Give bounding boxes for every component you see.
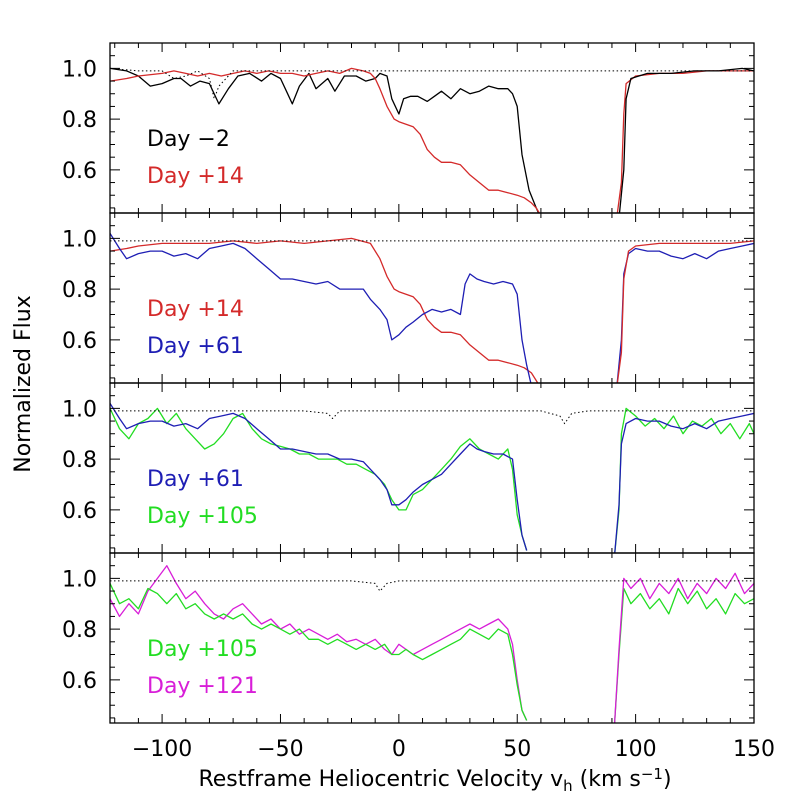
x-tick-label: 100 xyxy=(615,737,657,762)
x-tick-label: −100 xyxy=(132,737,192,762)
legend-entry: Day −2 xyxy=(147,127,230,152)
series-day-105-red-wing xyxy=(613,587,754,723)
legend-entry: Day +61 xyxy=(147,334,244,359)
series-day-105 xyxy=(110,407,528,551)
series-day-14-red-wing xyxy=(616,240,754,383)
series-day-61 xyxy=(110,402,528,551)
series-day-61-red-wing xyxy=(616,242,754,383)
series-day-2 xyxy=(110,67,540,213)
y-tick-label: 1.0 xyxy=(62,397,97,422)
y-tick-label: 0.8 xyxy=(62,448,97,473)
panel-1: 0.6 0.8 1.0 Day −2 Day +14 xyxy=(62,42,755,214)
panels-group: 0.6 0.8 1.0 Day −2 Day +14 0.6 0.8 1.0 Day +14 Da… xyxy=(62,42,775,762)
y-axis-label: Normalized Flux xyxy=(11,295,36,472)
legend-entry: Day +105 xyxy=(147,637,258,662)
series-day-14 xyxy=(110,67,541,213)
series-day-14 xyxy=(110,237,539,383)
x-tick-label: 0 xyxy=(392,737,406,762)
y-tick-label: 0.8 xyxy=(62,618,97,643)
legend-entry: Day +61 xyxy=(147,467,244,492)
series-day-14-red-wing xyxy=(616,70,754,213)
panel-series xyxy=(110,402,754,553)
legend-entry: Day +14 xyxy=(147,164,244,189)
panel-series xyxy=(110,232,754,383)
y-tick-label: 0.8 xyxy=(62,278,97,303)
legend-entry: Day +105 xyxy=(147,504,258,529)
series-day-105 xyxy=(110,583,528,721)
series-day-2-red-wing xyxy=(618,67,754,213)
series-day-61 xyxy=(110,232,532,383)
panel-4: 0.6 0.8 1.0 Day +105 Day +121 xyxy=(62,552,755,724)
series-day-121-red-wing xyxy=(613,572,754,723)
panel-2: 0.6 0.8 1.0 Day +14 Day +61 xyxy=(62,212,755,384)
x-axis-label-unit-sup: −1 xyxy=(641,765,663,783)
series-telluric xyxy=(110,580,754,592)
y-tick-label: 0.6 xyxy=(62,159,97,184)
series-telluric xyxy=(110,410,754,425)
x-tick-label: 150 xyxy=(733,737,775,762)
x-axis-label: Restframe Heliocentric Velocity vh (km s… xyxy=(198,765,671,794)
x-axis-label-main: Restframe Heliocentric Velocity v xyxy=(198,767,563,792)
panel-series xyxy=(110,565,754,723)
x-axis-label-unit-pre: (km s xyxy=(573,767,641,792)
y-tick-label: 0.6 xyxy=(62,669,97,694)
x-axis-label-unit-post: ) xyxy=(663,767,672,792)
legend-entry: Day +121 xyxy=(147,674,258,699)
legend-entry: Day +14 xyxy=(147,297,244,322)
y-tick-label: 1.0 xyxy=(62,567,97,592)
y-tick-label: 0.6 xyxy=(62,329,97,354)
x-axis-label-sub: h xyxy=(563,777,573,795)
y-tick-label: 1.0 xyxy=(62,57,97,82)
panel-3: 0.6 0.8 1.0 Day +61 Day +105 xyxy=(62,382,755,554)
series-day-121 xyxy=(110,565,528,721)
panel-frame xyxy=(109,552,755,724)
y-tick-label: 0.6 xyxy=(62,499,97,524)
x-tick-label: −50 xyxy=(257,737,303,762)
series-day-61-red-wing xyxy=(614,412,754,553)
y-tick-label: 0.8 xyxy=(62,108,97,133)
y-tick-label: 1.0 xyxy=(62,227,97,252)
x-tick-label: 50 xyxy=(503,737,531,762)
series-day-105-red-wing xyxy=(614,407,754,553)
panel-series xyxy=(110,67,754,213)
